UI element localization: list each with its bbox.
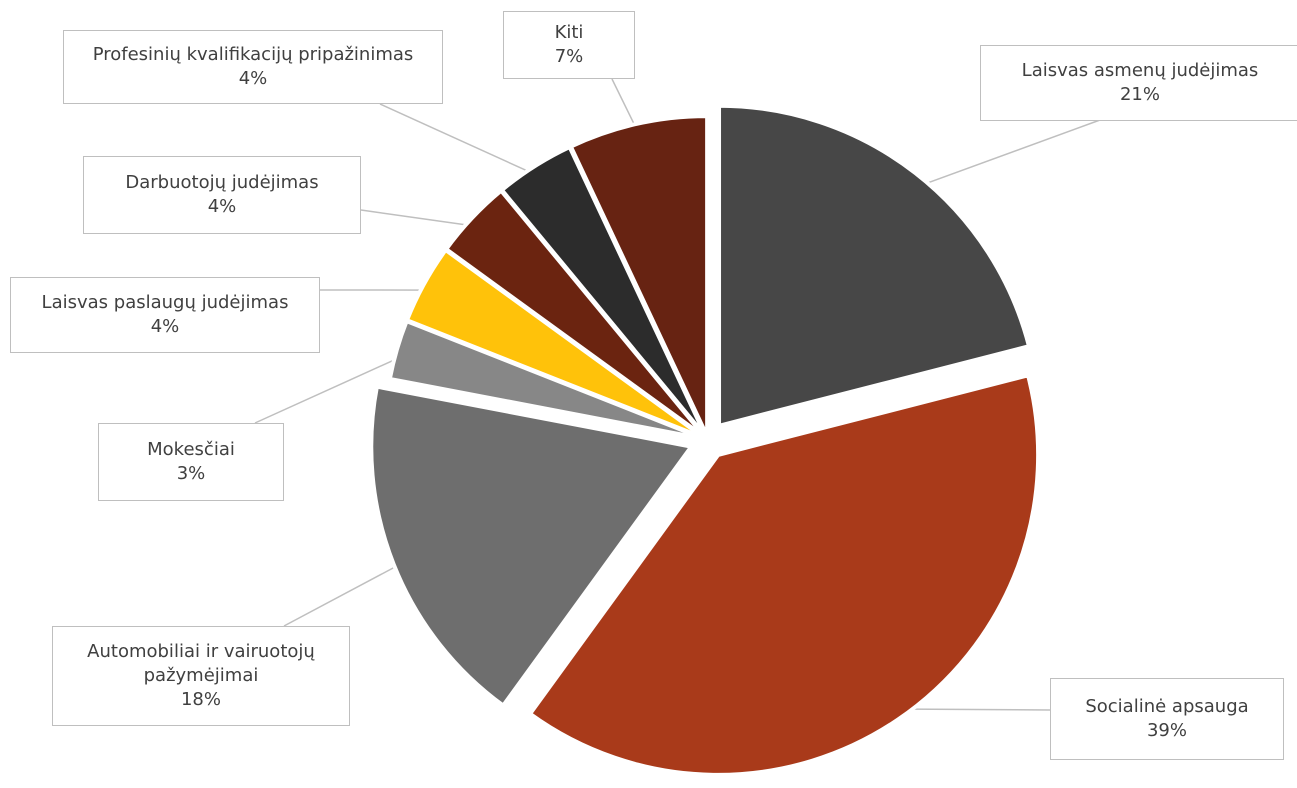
slice-name: Automobiliai ir vairuotojų pažymėjimai: [87, 640, 315, 686]
slice-value: 18%: [180, 689, 221, 711]
leader-line-socialine-apsauga: [890, 708, 1051, 711]
pie-slices: [369, 103, 1041, 777]
leader-line-profesiniu-kvalifikaciju-pripazinimas: [379, 103, 542, 178]
slice-label-laisvas-asmenu-judejimas: Laisvas asmenų judėjimas 21%: [980, 45, 1297, 121]
slice-label-socialine-apsauga: Socialinė apsauga 39%: [1050, 678, 1284, 760]
pie-slice-socialine-apsauga: [528, 373, 1041, 777]
slice-name: Darbuotojų judėjimas: [125, 171, 319, 193]
slice-name: Profesinių kvalifikacijų pripažinimas: [92, 43, 414, 65]
slice-name: Socialinė apsauga: [1085, 695, 1249, 717]
slice-name: Laisvas paslaugų judėjimas: [41, 291, 289, 313]
slice-value: 4%: [207, 196, 237, 217]
slice-name: Mokesčiai: [147, 438, 235, 460]
slice-label-automobiliai: Automobiliai ir vairuotojų pažymėjimai 1…: [52, 626, 350, 726]
slice-label-kiti: Kiti 7%: [503, 11, 635, 79]
slice-label-laisvas-paslaugu-judejimas: Laisvas paslaugų judėjimas 4%: [10, 277, 320, 353]
slice-label-mokesciai: Mokesčiai 3%: [98, 423, 284, 501]
slice-name: Kiti: [554, 21, 584, 43]
slice-label-profesiniu-kvalifikaciju: Profesinių kvalifikacijų pripažinimas 4%: [63, 30, 443, 104]
leader-line-laisvas-asmenu-judejimas: [899, 119, 1101, 194]
slice-name: Laisvas asmenų judėjimas: [1021, 59, 1259, 81]
pie-slice-automobiliai-ir-vairuotoju-pazymejimai: [369, 384, 694, 708]
slice-value: 4%: [150, 316, 180, 337]
leader-line-mokesciai: [254, 352, 410, 424]
slice-value: 7%: [554, 46, 584, 67]
slice-label-darbuotoju-judejimas: Darbuotojų judėjimas 4%: [83, 156, 361, 234]
pie-slice-kiti: [568, 114, 710, 439]
leader-line-darbuotoju-judejimas: [360, 209, 482, 228]
slice-value: 39%: [1146, 720, 1187, 741]
slice-value: 21%: [1119, 84, 1160, 105]
slice-value: 4%: [238, 68, 268, 89]
slice-value: 3%: [176, 463, 206, 484]
pie-slice-laisvas-asmenu-judejimas: [717, 103, 1031, 428]
